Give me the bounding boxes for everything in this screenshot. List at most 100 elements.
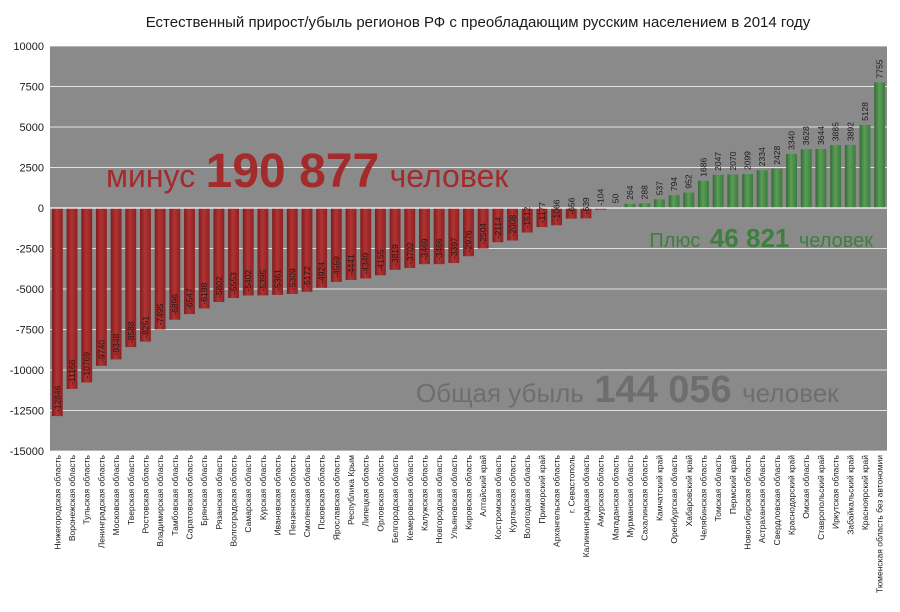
value-label: -5402 (243, 269, 253, 291)
value-label: -11168 (67, 359, 77, 384)
value-label: -5309 (287, 268, 297, 290)
value-label: 3628 (801, 126, 811, 145)
value-label: 7755 (875, 59, 885, 78)
value-label: 3340 (787, 131, 797, 150)
y-tick-label: -12500 (10, 406, 44, 418)
x-tick-label: Оренбургская область (669, 454, 679, 543)
x-tick-label: Тюменская область без автономии (875, 455, 885, 593)
value-label: -9740 (96, 340, 106, 362)
bar (316, 208, 328, 288)
value-label: -4441 (346, 254, 356, 276)
x-axis-labels: Нижегородская область Воронежская область… (52, 454, 884, 593)
value-label: 794 (669, 177, 679, 191)
x-tick-label: Вологодская область (522, 454, 532, 538)
x-tick-label: Ростовская область (140, 454, 150, 533)
value-label: -3397 (449, 237, 459, 259)
value-labels: -12846 -11168 -10769 -9740 -9348 -8588 -8251 -7… (52, 59, 884, 412)
x-tick-label: Тульская область (82, 454, 92, 524)
x-tick-label: Забайкальский край (845, 455, 855, 535)
value-label: 537 (654, 181, 664, 195)
x-tick-label: Астраханская область (757, 454, 767, 543)
y-tick-label: 2500 (20, 163, 44, 175)
x-tick-label: Тверская область (126, 454, 136, 525)
x-tick-label: Амурская область (596, 454, 606, 526)
annotation-negative-prefix: минус (106, 158, 195, 194)
bar (301, 208, 313, 292)
x-tick-label: Рязанская область (214, 454, 224, 529)
x-tick-label: Костромская область (493, 454, 503, 539)
x-tick-label: Владимирская область (155, 454, 165, 546)
x-tick-label: Алтайский край (478, 455, 488, 517)
bar (800, 149, 812, 208)
annotation-positive-prefix: Плюс (649, 230, 700, 252)
x-tick-label: Белгородская область (390, 454, 400, 543)
y-tick-label: -2500 (16, 244, 44, 256)
x-tick-label: Ярославская область (331, 454, 341, 540)
x-tick-label: Сахалинская область (640, 454, 650, 540)
value-label: 2428 (772, 145, 782, 164)
value-label: -4924 (317, 262, 327, 284)
x-tick-label: г. Севастополь (566, 454, 576, 513)
bar (565, 208, 577, 219)
bars (51, 82, 886, 417)
bar (595, 208, 607, 210)
bar (51, 208, 63, 417)
value-label: -5172 (302, 266, 312, 288)
value-label: -6896 (170, 294, 180, 316)
x-tick-label: Калининградская область (581, 454, 591, 557)
value-label: 952 (684, 174, 694, 188)
bar (330, 208, 342, 282)
value-label: 5128 (860, 102, 870, 121)
value-label: 1686 (698, 158, 708, 177)
bar (81, 208, 93, 383)
value-label: -2976 (464, 230, 474, 252)
value-label: -3702 (405, 242, 415, 264)
bar (95, 208, 107, 366)
x-tick-label: Волгоградская область (229, 454, 239, 546)
y-tick-label: 0 (38, 203, 44, 215)
annotation-positive-number: 46 821 (710, 223, 790, 253)
value-label: -656 (566, 197, 576, 214)
value-label: 2099 (743, 151, 753, 170)
x-tick-label: Самарская область (243, 454, 253, 532)
y-tick-label: 7500 (20, 82, 44, 94)
value-label: 264 (625, 185, 635, 199)
annotation-total-suffix: человек (742, 378, 839, 408)
x-tick-label: Псковская область (317, 454, 327, 529)
bar (653, 199, 665, 208)
x-tick-label: Краснодарский край (787, 455, 797, 535)
value-label: -6547 (185, 288, 195, 310)
bar (536, 208, 548, 228)
x-tick-label: Магаданская область (610, 454, 620, 540)
x-tick-label: Курская область (258, 454, 268, 520)
x-tick-label: Пермский край (728, 455, 738, 514)
x-tick-label: Тамбовская область (170, 454, 180, 535)
annotation-positive-suffix: человек (799, 230, 873, 252)
value-label: -4349 (361, 252, 371, 274)
x-tick-label: Челябинская область (698, 454, 708, 540)
x-tick-label: Орловская область (375, 454, 385, 531)
bar (286, 208, 298, 295)
bar (272, 208, 284, 295)
x-tick-label: Липецкая область (361, 454, 371, 526)
bar (448, 208, 460, 264)
value-label: -5553 (229, 272, 239, 294)
x-tick-label: Кемеровская область (405, 454, 415, 540)
bar (580, 208, 592, 219)
gridlines (50, 45, 887, 452)
value-label: -639 (581, 197, 591, 214)
value-label: 2070 (728, 151, 738, 170)
x-tick-label: Красноярский край (860, 455, 870, 530)
value-label: -6198 (199, 282, 209, 304)
y-tick-label: 10000 (13, 41, 44, 53)
x-tick-label: Омская область (801, 454, 811, 518)
bar (184, 208, 195, 315)
bar (125, 208, 137, 348)
y-tick-label: -7500 (16, 325, 44, 337)
x-tick-label: Нижегородская область (52, 454, 62, 549)
bar (639, 203, 651, 208)
bar (257, 208, 269, 296)
x-tick-label: Смоленская область (302, 454, 312, 537)
value-label: -2504 (478, 223, 488, 245)
